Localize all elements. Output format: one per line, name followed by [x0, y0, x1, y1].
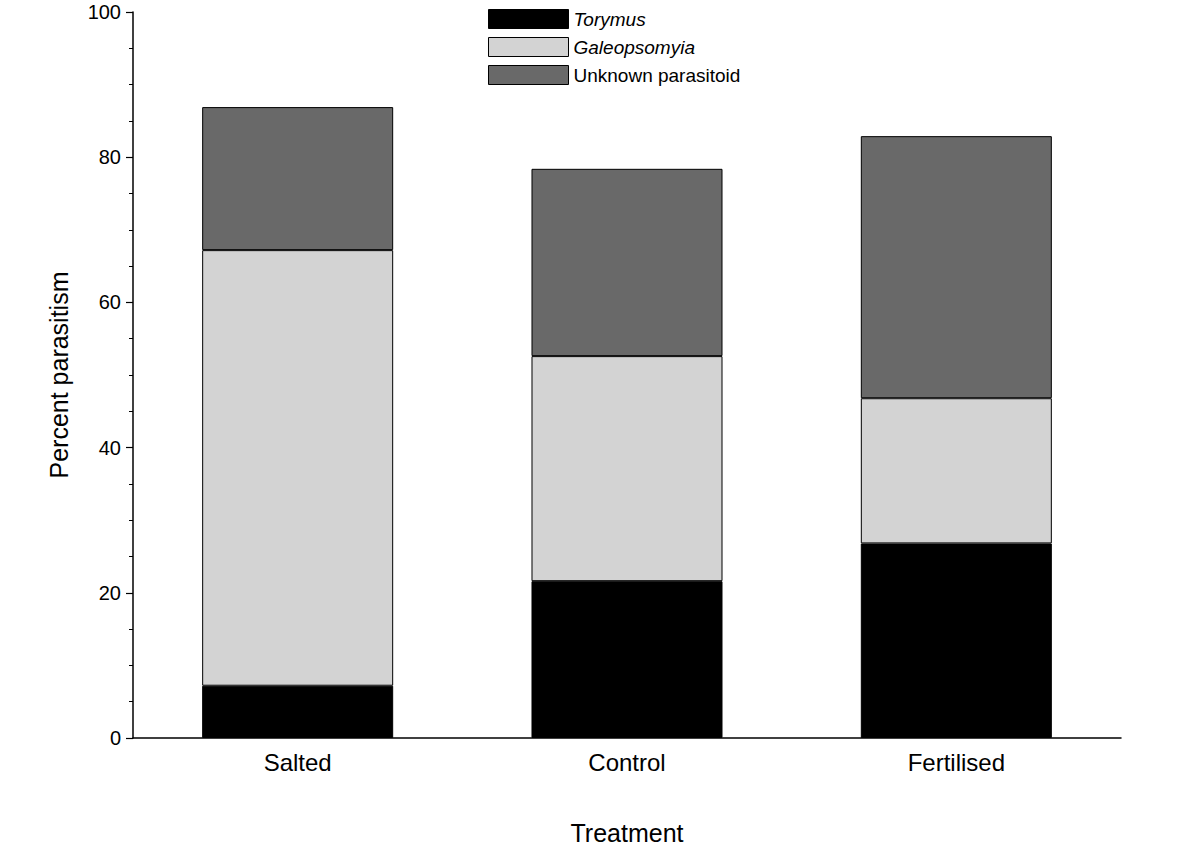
svg-text:Torymus: Torymus: [574, 9, 647, 30]
svg-text:20: 20: [99, 582, 121, 604]
svg-text:Salted: Salted: [264, 749, 332, 776]
svg-text:60: 60: [99, 291, 121, 313]
svg-text:Control: Control: [588, 749, 665, 776]
svg-text:Galeopsomyia: Galeopsomyia: [574, 37, 695, 58]
svg-text:Percent parasitism: Percent parasitism: [45, 271, 73, 478]
svg-text:80: 80: [99, 146, 121, 168]
svg-text:100: 100: [88, 1, 121, 23]
svg-text:Treatment: Treatment: [570, 819, 683, 847]
svg-text:Fertilised: Fertilised: [908, 749, 1005, 776]
svg-text:0: 0: [110, 727, 121, 749]
svg-text:40: 40: [99, 437, 121, 459]
svg-text:Unknown parasitoid: Unknown parasitoid: [574, 65, 741, 86]
